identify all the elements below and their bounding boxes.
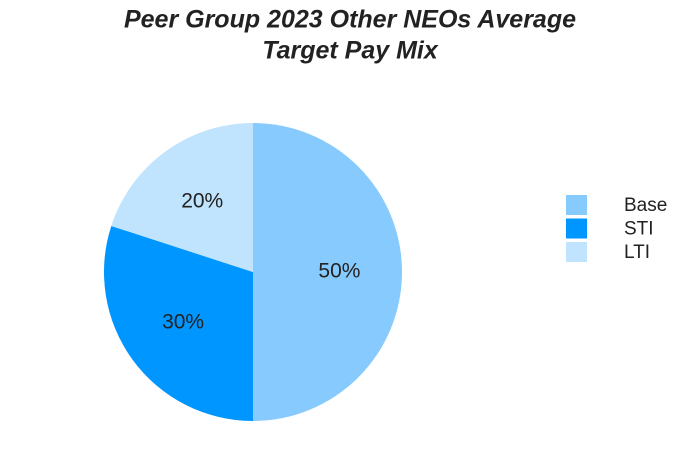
value-label: 30% (162, 310, 204, 333)
value-label: 20% (181, 190, 223, 213)
legend-swatch (566, 218, 587, 239)
pie-slice (104, 225, 253, 421)
legend-swatch (566, 195, 587, 215)
pie-slice (253, 123, 402, 421)
pie-slice (111, 123, 254, 272)
legend-label: LTI (624, 242, 650, 263)
legend-swatch (566, 242, 587, 262)
chart-title: Target Pay Mix (262, 37, 439, 65)
value-label: 50% (318, 260, 360, 283)
legend-label: Base (624, 195, 667, 216)
legend-label: STI (624, 219, 654, 240)
chart-title: Peer Group 2023 Other NEOs Average (124, 6, 576, 34)
